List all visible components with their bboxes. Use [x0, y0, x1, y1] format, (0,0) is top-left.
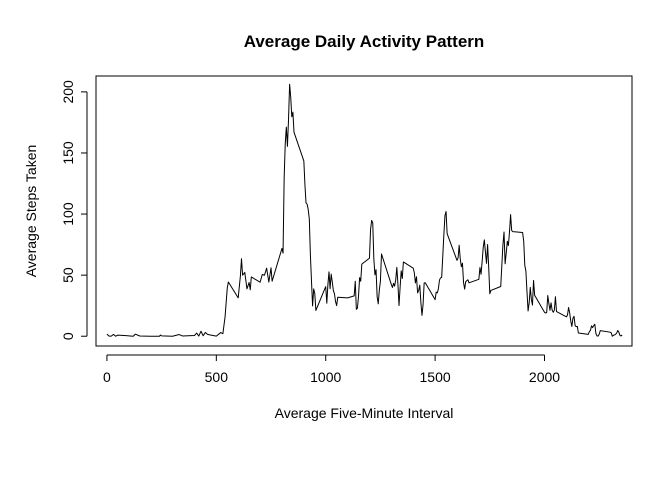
x-tick-label: 500	[205, 369, 229, 385]
x-tick-label: 2000	[529, 369, 560, 385]
y-axis: 0 50 100 150 200	[60, 80, 88, 340]
x-tick-label: 1500	[420, 369, 451, 385]
y-tick-label: 0	[60, 332, 76, 340]
x-tick-label: 1000	[310, 369, 341, 385]
x-axis-label: Average Five-Minute Interval	[275, 405, 454, 421]
y-tick-label: 150	[60, 141, 76, 165]
plot-frame	[95, 75, 633, 347]
x-tick-label: 0	[103, 369, 111, 385]
x-axis: 0 500 1000 1500 2000	[103, 354, 560, 385]
chart-title: Average Daily Activity Pattern	[244, 32, 485, 51]
y-tick-label: 100	[60, 202, 76, 226]
series-line	[106, 83, 623, 337]
y-axis-label: Average Steps Taken	[23, 145, 39, 278]
y-tick-label: 50	[60, 267, 76, 283]
y-tick-label: 200	[60, 80, 76, 104]
